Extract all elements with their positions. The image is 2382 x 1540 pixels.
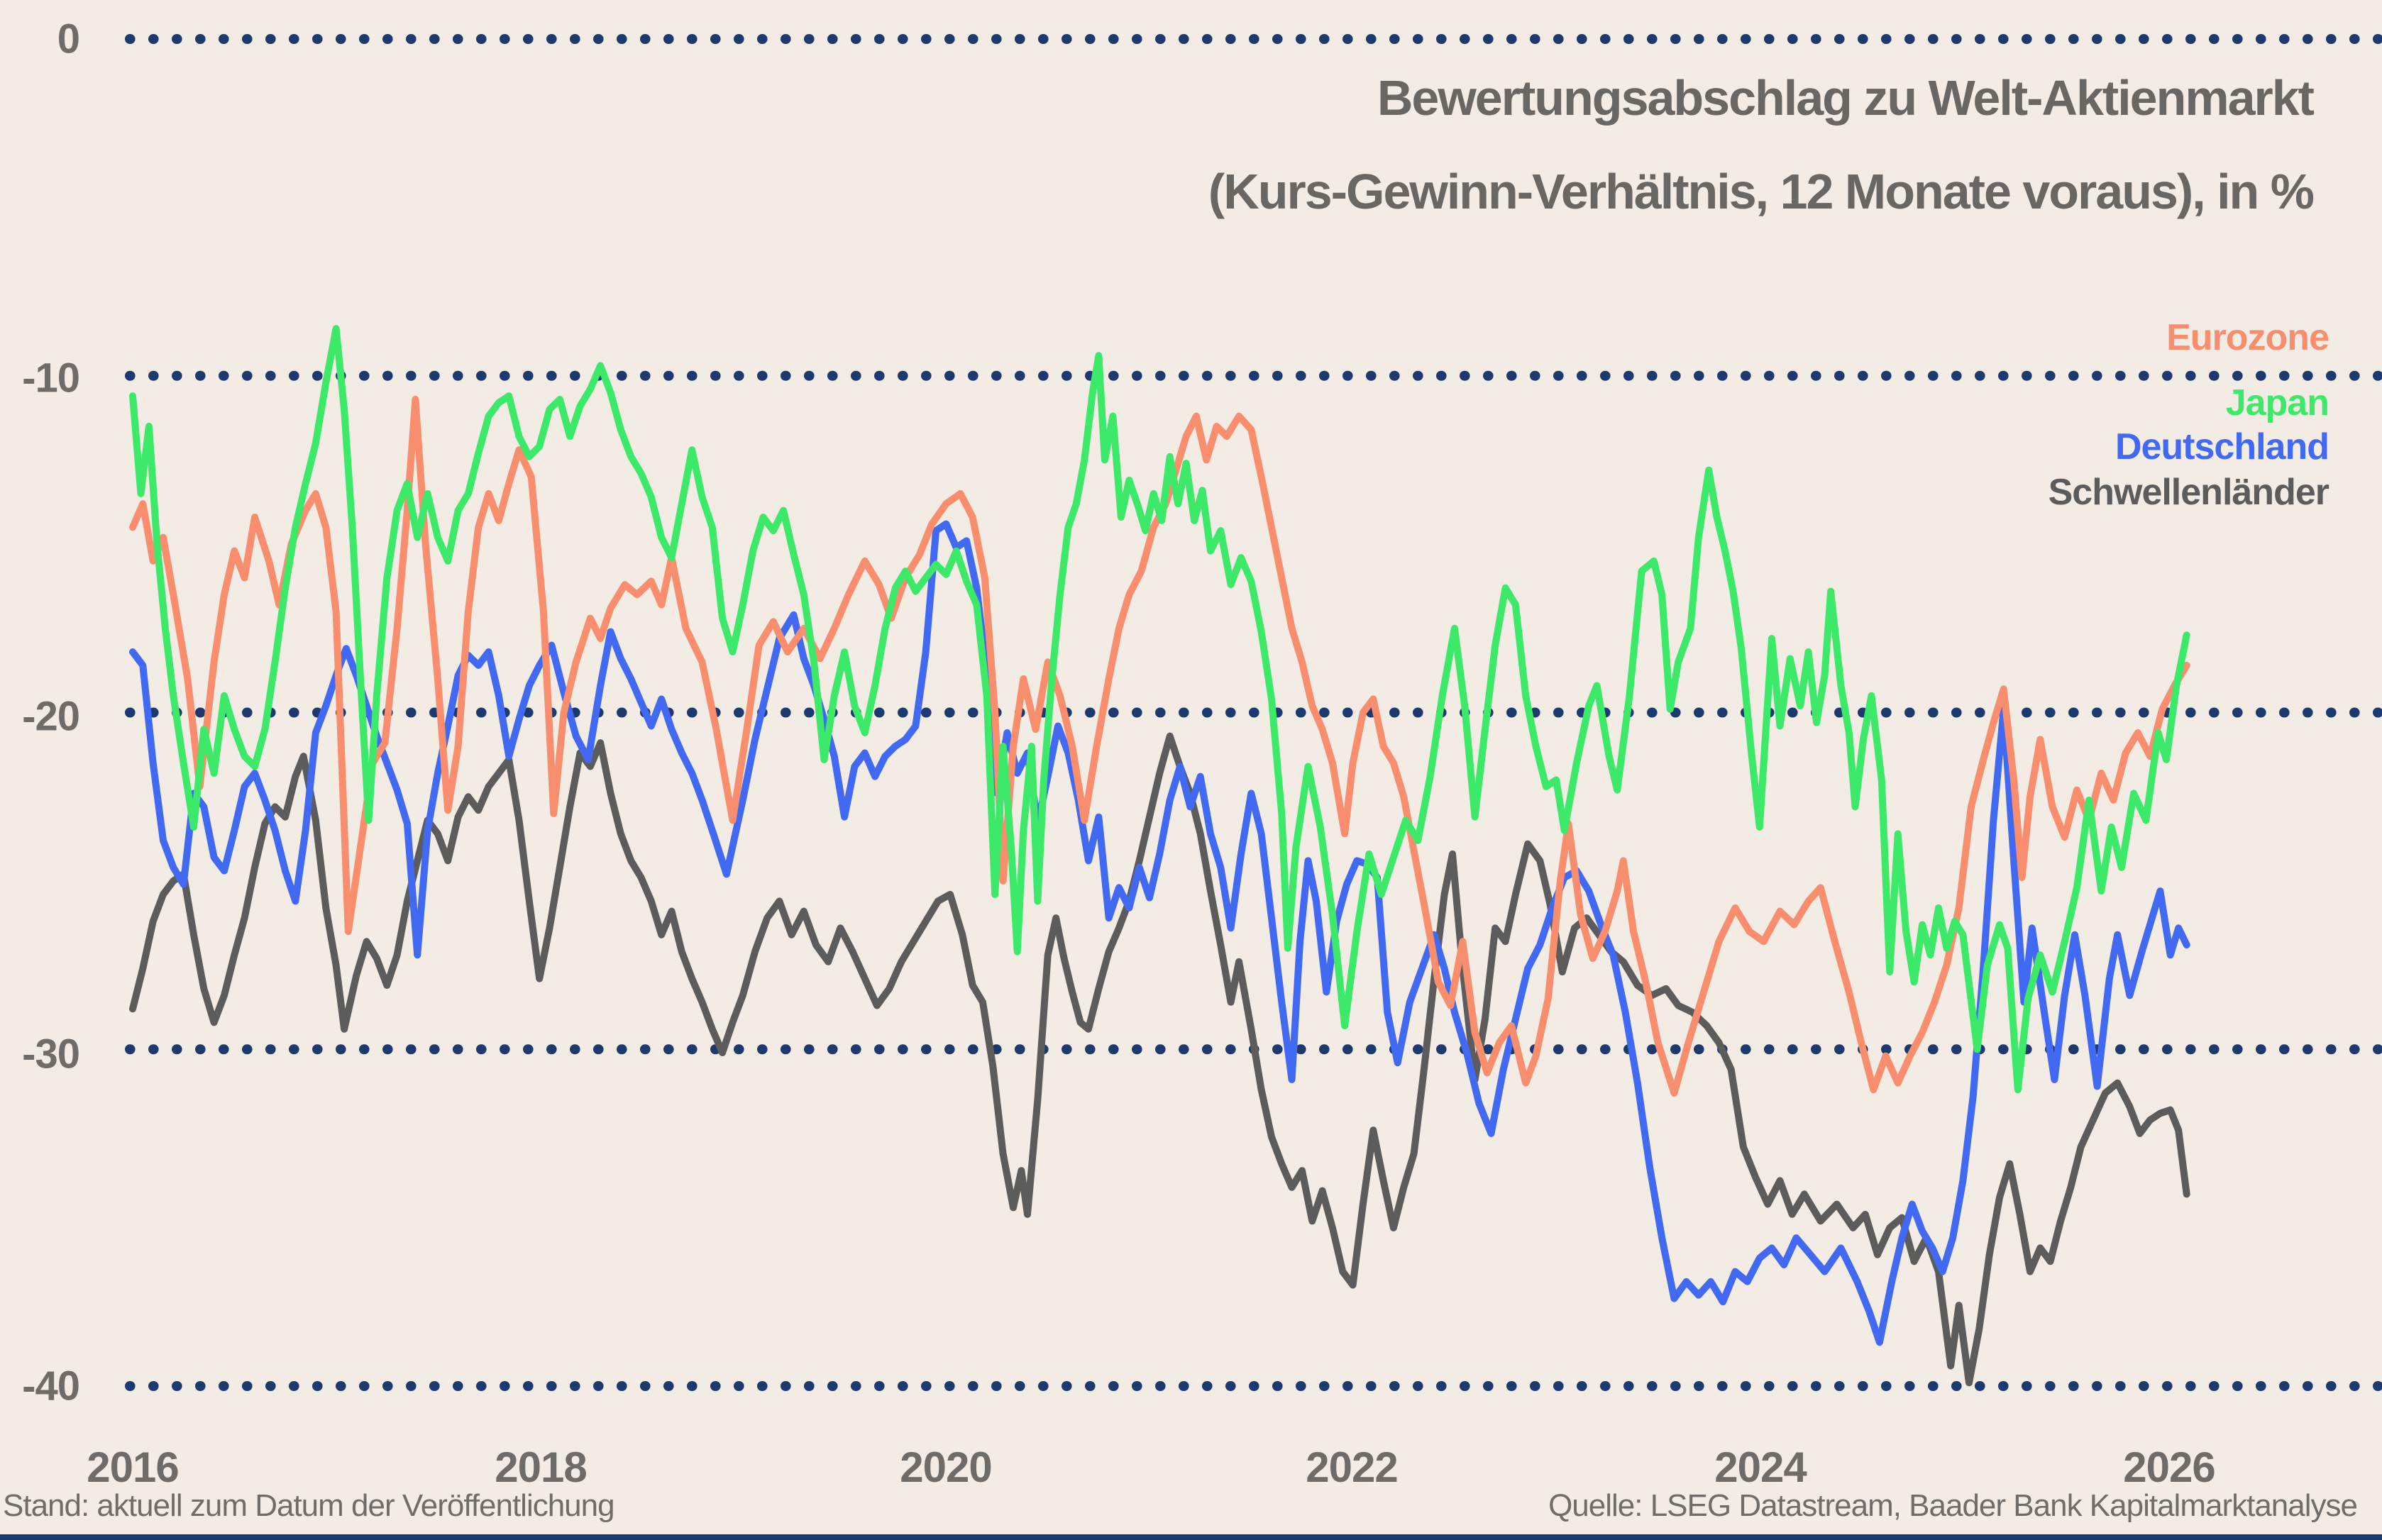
y-axis-tick-0: 0 [57,16,80,62]
source-note: Quelle: LSEG Datastream, Baader Bank Kap… [1548,1488,2358,1523]
legend-schwellenlaender: Schwellenländer [2048,472,2329,513]
series-line-eurozone [129,396,2190,1097]
x-axis-tick-2022: 2022 [1306,1444,1398,1491]
series-line-japan [129,325,2190,1094]
series-line-deutschland [129,520,2190,1346]
legend-eurozone: Eurozone [2166,317,2329,358]
x-axis-tick-2016: 2016 [87,1444,179,1491]
series-line-schwellenländer [129,732,2190,1387]
chart-subtitle: (Kurs-Gewinn-Verhältnis, 12 Monate vorau… [1208,164,2315,219]
y-axis-tick-20: -20 [22,693,80,740]
y-axis-tick-40: -40 [22,1363,80,1409]
x-axis-tick-2026: 2026 [2123,1444,2215,1491]
series-lines-group [129,325,2190,1387]
legend-japan: Japan [2225,382,2329,423]
x-axis-tick-2018: 2018 [495,1444,587,1491]
x-axis-tick-2020: 2020 [900,1444,992,1491]
gridlines-group [125,34,2382,1391]
bottom-accent-bar [0,1534,2382,1540]
legend-deutschland: Deutschland [2114,426,2329,467]
y-axis-tick-10: -10 [22,355,80,401]
status-note: Stand: aktuell zum Datum der Veröffentli… [3,1488,615,1523]
chart-title: Bewertungsabschlag zu Welt-Aktienmarkt [1377,70,2315,126]
y-axis-tick-30: -30 [22,1031,80,1078]
x-axis-tick-2024: 2024 [1714,1444,1807,1491]
